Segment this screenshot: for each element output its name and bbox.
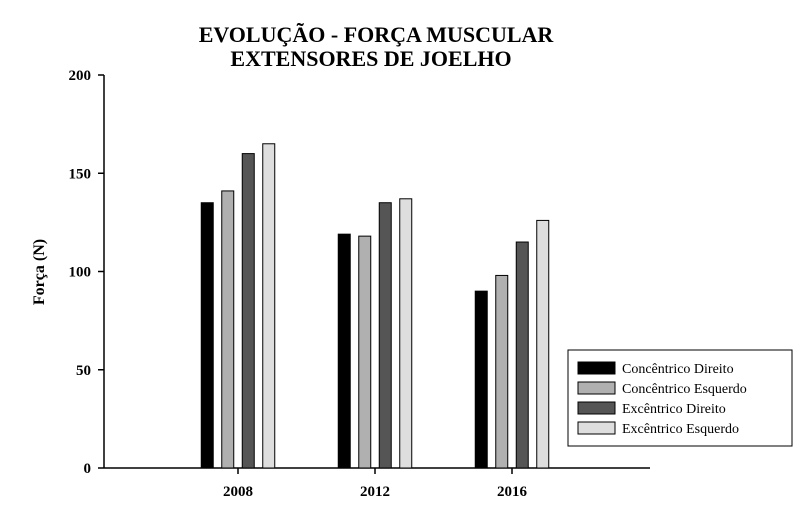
chart-subtitle: EXTENSORES DE JOELHO [230, 46, 511, 71]
bar [337, 233, 351, 469]
x-tick-label: 2012 [360, 484, 390, 500]
bar [358, 235, 372, 469]
y-tick-label: 150 [69, 166, 92, 182]
bar [495, 274, 509, 469]
axes: 0 50 100 150 200 2008 2012 2016 [69, 68, 650, 500]
y-tick-label: 0 [84, 461, 92, 477]
legend-swatch [577, 361, 616, 375]
legend-label: Concêntrico Direito [622, 362, 734, 377]
y-tick-label: 200 [69, 68, 92, 84]
bar [262, 143, 276, 469]
bars [200, 143, 550, 469]
bar [241, 153, 255, 469]
legend-swatch [577, 401, 616, 415]
y-tick-label: 50 [76, 363, 91, 379]
bar [378, 202, 392, 469]
bar [515, 241, 529, 469]
bar [474, 290, 488, 469]
x-tick-label: 2008 [223, 484, 253, 500]
legend-label: Concêntrico Esquerdo [622, 382, 747, 397]
y-axis-label: Força (N) [31, 239, 48, 305]
legend-swatch [577, 381, 616, 395]
x-tick-label: 2016 [497, 484, 528, 500]
legend-label: Excêntrico Esquerdo [622, 422, 739, 437]
bar [399, 198, 413, 469]
chart-title: EVOLUÇÃO - FORÇA MUSCULAR [199, 22, 555, 47]
y-tick-label: 100 [69, 265, 92, 281]
legend-label: Excêntrico Direito [622, 402, 726, 417]
bar [200, 202, 214, 469]
bar [221, 190, 235, 469]
bar [536, 219, 550, 469]
legend: Concêntrico Direito Concêntrico Esquerdo E… [567, 349, 793, 447]
legend-swatch [577, 421, 616, 435]
